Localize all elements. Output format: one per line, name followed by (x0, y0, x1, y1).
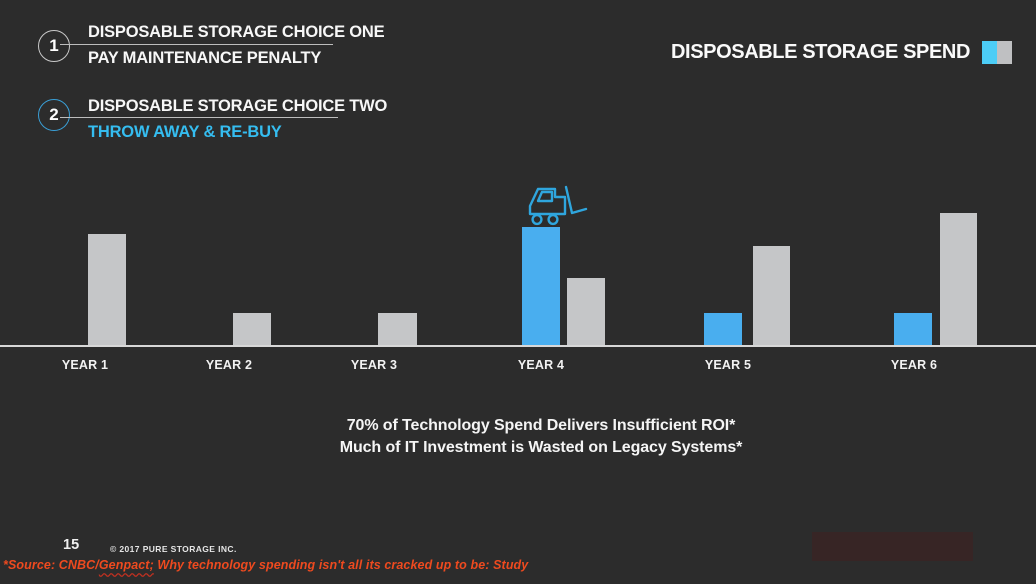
bar-year-3-gray (378, 313, 417, 345)
chart-title: DISPOSABLE STORAGE SPEND (671, 41, 970, 63)
axis-label-year-6: YEAR 6 (890, 358, 938, 372)
choice-two-number: 2 (49, 105, 59, 124)
bar-year-2-gray (233, 313, 271, 345)
bar-year-4-gray (567, 278, 605, 345)
source-note: *Source: CNBC/Genpact; Why technology sp… (3, 558, 528, 572)
legend-swatch-blue (982, 41, 997, 64)
choice-two-underline (60, 117, 338, 118)
redacted-logo-box (812, 532, 973, 561)
choice-one-number-badge: 1 (38, 30, 70, 62)
axis-label-year-3: YEAR 3 (350, 358, 398, 372)
x-axis-line (0, 345, 1036, 347)
legend-swatch-gray (997, 41, 1012, 64)
choice-one-subtitle: PAY MAINTENANCE PENALTY (88, 49, 322, 67)
copyright-text: © 2017 PURE STORAGE INC. (110, 544, 237, 554)
choice-one-number: 1 (49, 36, 59, 55)
page-number: 15 (63, 537, 80, 553)
bar-year-5-gray (753, 246, 790, 345)
caption-line-1: 70% of Technology Spend Delivers Insuffi… (346, 417, 736, 434)
choice-two-number-badge: 2 (38, 99, 70, 131)
axis-label-year-4: YEAR 4 (517, 358, 565, 372)
source-note-squiggle-word: Genpact; (98, 558, 154, 572)
bar-year-6-blue (894, 313, 932, 345)
bar-year-5-blue (704, 313, 742, 345)
axis-label-year-1: YEAR 1 (61, 358, 109, 372)
axis-label-year-2: YEAR 2 (205, 358, 253, 372)
choice-two-subtitle: THROW AWAY & RE-BUY (88, 123, 282, 141)
choice-one-title: DISPOSABLE STORAGE CHOICE ONE (88, 23, 385, 41)
forklift-icon (528, 185, 588, 226)
source-note-prefix: *Source: CNBC/ (3, 558, 99, 572)
choice-two-title: DISPOSABLE STORAGE CHOICE TWO (88, 97, 388, 115)
bar-year-6-gray (940, 213, 977, 345)
caption-block: 70% of Technology Spend Delivers Insuffi… (46, 415, 1036, 458)
axis-label-year-5: YEAR 5 (704, 358, 752, 372)
bar-year-4-blue (522, 227, 560, 345)
choice-one-underline (60, 44, 333, 45)
bar-year-1-gray (88, 234, 126, 345)
source-note-suffix: Why technology spending isn't all its cr… (153, 558, 529, 572)
caption-line-2: Much of IT Investment is Wasted on Legac… (339, 438, 743, 456)
